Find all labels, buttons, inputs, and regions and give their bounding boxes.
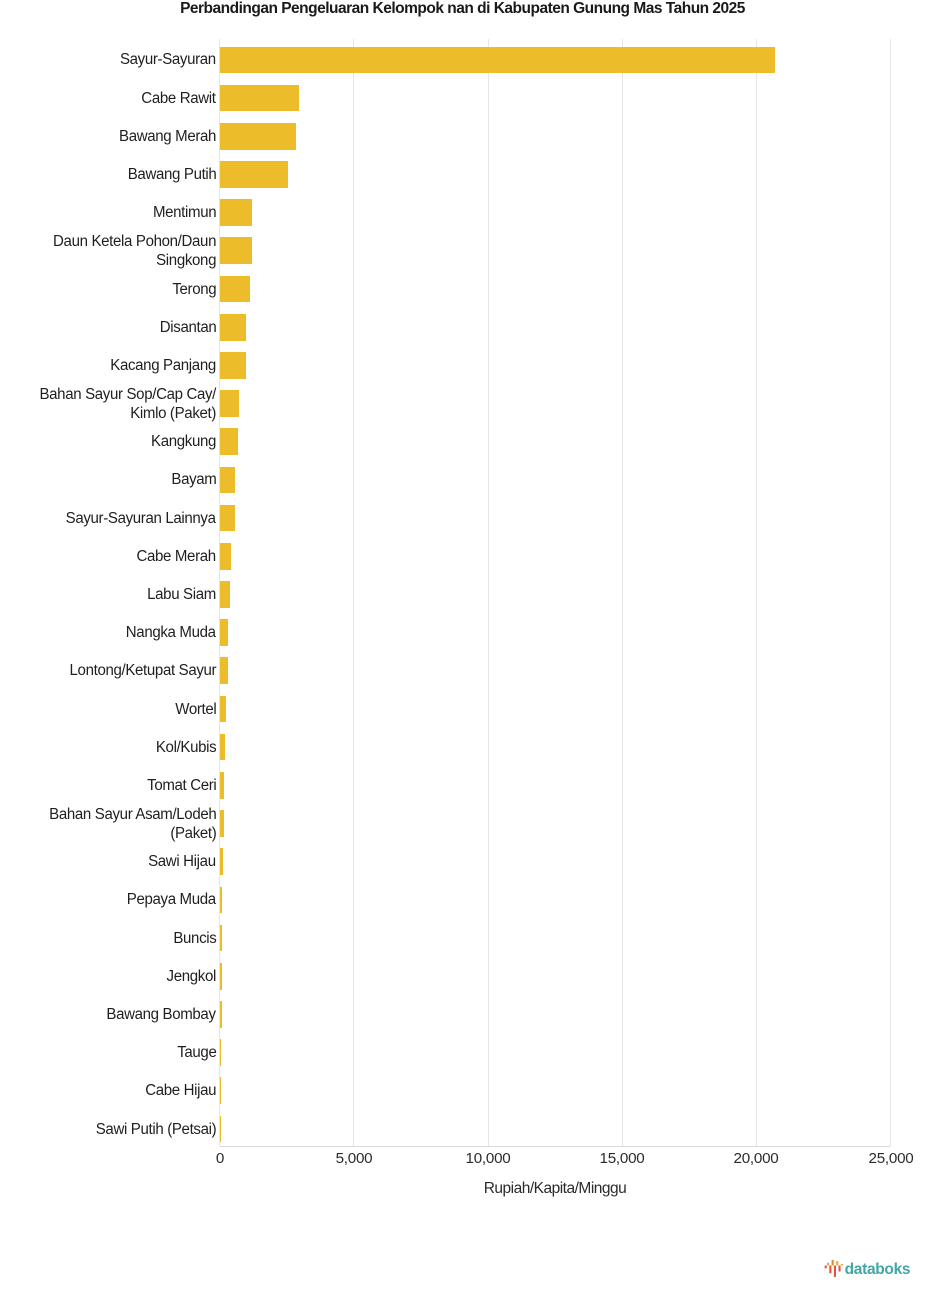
svg-text:databoks: databoks xyxy=(845,1261,911,1278)
